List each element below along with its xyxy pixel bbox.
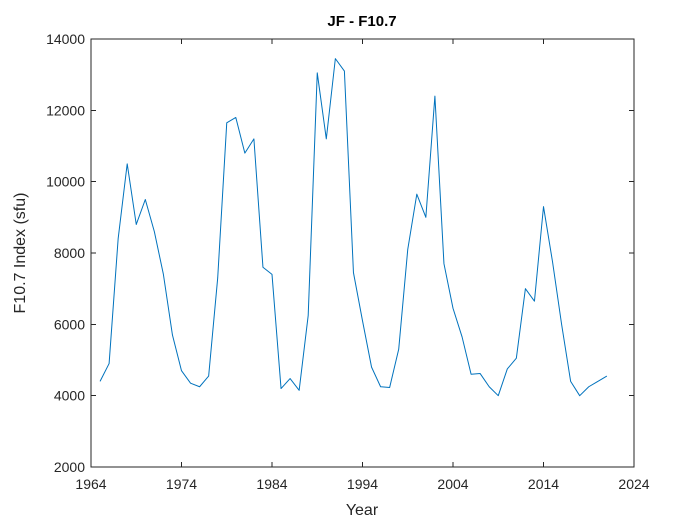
y-tick-label: 14000	[46, 31, 85, 47]
y-tick-label: 10000	[46, 174, 85, 190]
x-axis: 1964 1974 1984 1994 2004 2014 2024	[75, 39, 650, 492]
x-tick-label: 1964	[75, 476, 106, 492]
series-layer	[99, 58, 608, 397]
y-axis-label: F10.7 Index (sfu)	[12, 193, 29, 314]
x-tick-label: 2024	[618, 476, 649, 492]
y-tick-label: 4000	[54, 388, 85, 404]
plot-area: 1964 1974 1984 1994 2004 2014 2024 2000 4000 600…	[46, 31, 650, 492]
x-tick-label: 1994	[347, 476, 378, 492]
y-tick-label: 12000	[46, 102, 85, 118]
series-line-0	[99, 58, 608, 397]
chart-title: JF - F10.7	[327, 13, 396, 30]
x-tick-label: 1974	[166, 476, 197, 492]
x-axis-label: Year	[346, 502, 379, 519]
y-axis: 2000 4000 6000 8000 10000 12000 14000	[46, 31, 634, 475]
y-tick-label: 6000	[54, 316, 85, 332]
y-tick-label: 2000	[54, 459, 85, 475]
x-tick-label: 2014	[528, 476, 559, 492]
x-tick-label: 2004	[437, 476, 468, 492]
y-tick-label: 8000	[54, 245, 85, 261]
x-tick-label: 1984	[256, 476, 287, 492]
